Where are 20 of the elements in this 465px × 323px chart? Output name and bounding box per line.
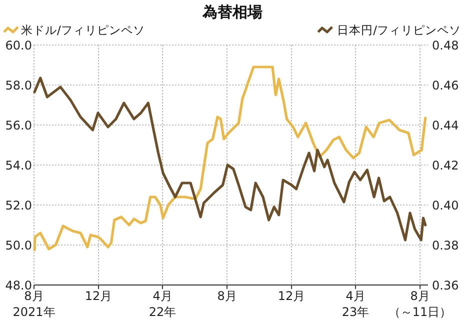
y-tick-label: 50.0: [5, 238, 32, 252]
y2-tick-label: 0.40: [432, 198, 459, 212]
y-tick-label: 58.0: [5, 78, 32, 92]
x-tick-label: 4月 22年: [148, 289, 176, 319]
y2-tick-label: 0.48: [432, 38, 459, 52]
legend-label: 米ドル/フィリピンペソ: [21, 23, 145, 37]
y-tick-label: 60.0: [5, 38, 32, 52]
y2-tick-label: 0.46: [432, 78, 459, 92]
x-tick-label: 12月: [84, 289, 112, 303]
y-tick-label: 54.0: [5, 158, 32, 172]
y-tick-label: 52.0: [5, 198, 32, 212]
x-tick-label: 8月: [217, 289, 237, 303]
y2-tick-label: 0.38: [432, 238, 459, 252]
legend-label: 日本円/フィリピンペソ: [337, 23, 461, 37]
x-tick-label: 12月: [278, 289, 306, 303]
x-tick-label: 4月 23年: [342, 289, 370, 319]
chart-title: 為替相場: [202, 3, 262, 21]
y2-tick-label: 0.44: [432, 118, 459, 132]
y-tick-label: 56.0: [5, 118, 32, 132]
y2-tick-label: 0.42: [432, 158, 459, 172]
